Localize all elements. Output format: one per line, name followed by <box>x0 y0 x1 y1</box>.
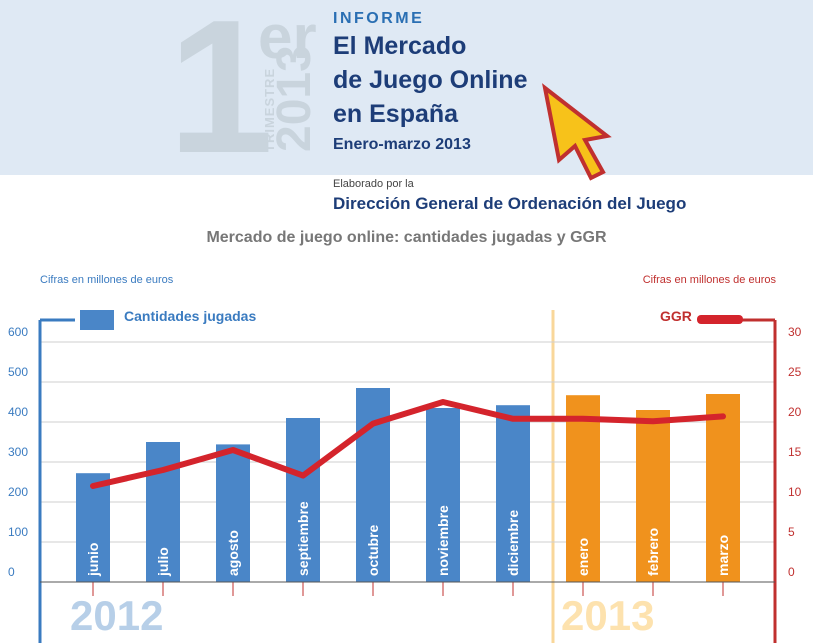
bar-noviembre <box>426 408 460 582</box>
year-label-2012: 2012 <box>70 592 164 639</box>
ggr-point-octubre <box>370 421 376 427</box>
organization-name: Dirección General de Ordenación del Jueg… <box>333 194 687 213</box>
right-tick-label: 0 <box>788 565 795 579</box>
right-tick-label: 30 <box>788 325 802 339</box>
category-label: enero <box>575 538 591 576</box>
category-label: febrero <box>645 528 661 576</box>
right-tick-label: 20 <box>788 405 802 419</box>
year-label-2013: 2013 <box>561 592 655 639</box>
ggr-point-diciembre <box>510 416 516 422</box>
chart-title: Mercado de juego online: cantidades juga… <box>206 229 607 246</box>
ggr-point-junio <box>90 483 96 489</box>
report-title-line-3: en España <box>333 100 459 128</box>
informe-label: INFORME <box>333 10 425 27</box>
category-label: junio <box>85 543 101 577</box>
left-tick-label: 100 <box>8 525 28 539</box>
category-label: marzo <box>715 535 731 576</box>
ordinal-suffix: er <box>258 3 317 72</box>
right-tick-label: 5 <box>788 525 795 539</box>
category-label: agosto <box>225 530 241 576</box>
bar-agosto <box>216 444 250 582</box>
category-label: septiembre <box>295 501 311 576</box>
bar-diciembre <box>496 405 530 582</box>
report-title-line-1: El Mercado <box>333 32 467 60</box>
category-label: julio <box>155 547 171 577</box>
ggr-point-julio <box>160 467 166 473</box>
legend-bar-label: Cantidades jugadas <box>124 308 257 324</box>
legend-line-label: GGR <box>660 308 692 324</box>
right-tick-label: 25 <box>788 365 802 379</box>
left-tick-label: 300 <box>8 445 28 459</box>
ggr-point-enero <box>580 416 586 422</box>
ggr-point-noviembre <box>440 399 446 405</box>
ggr-point-agosto <box>230 447 236 453</box>
elaborado-label: Elaborado por la <box>333 178 414 190</box>
report-subtitle: Enero-marzo 2013 <box>333 136 471 153</box>
category-label: diciembre <box>505 510 521 576</box>
bar-febrero <box>636 410 670 582</box>
left-tick-label: 0 <box>8 565 15 579</box>
right-tick-label: 10 <box>788 485 802 499</box>
right-axis-units: Cifras en millones de euros <box>642 274 776 286</box>
left-tick-label: 500 <box>8 365 28 379</box>
left-tick-label: 200 <box>8 485 28 499</box>
ggr-point-marzo <box>720 413 726 419</box>
left-axis-units: Cifras en millones de euros <box>40 274 174 286</box>
ggr-line <box>90 399 726 489</box>
left-tick-label: 400 <box>8 405 28 419</box>
bar-junio <box>76 473 110 582</box>
bar-enero <box>566 395 600 582</box>
category-label: noviembre <box>435 505 451 576</box>
legend-bar-swatch <box>80 310 114 330</box>
header-band <box>0 0 813 175</box>
ggr-point-septiembre <box>300 473 306 479</box>
legend-line-swatch <box>697 315 743 324</box>
ggr-point-febrero <box>650 418 656 424</box>
bar-marzo <box>706 394 740 582</box>
right-tick-label: 15 <box>788 445 802 459</box>
category-label: octubre <box>365 524 381 576</box>
report-title-line-2: de Juego Online <box>333 66 528 94</box>
big-number: 1 <box>168 0 274 193</box>
bar-septiembre <box>286 418 320 582</box>
left-tick-label: 600 <box>8 325 28 339</box>
